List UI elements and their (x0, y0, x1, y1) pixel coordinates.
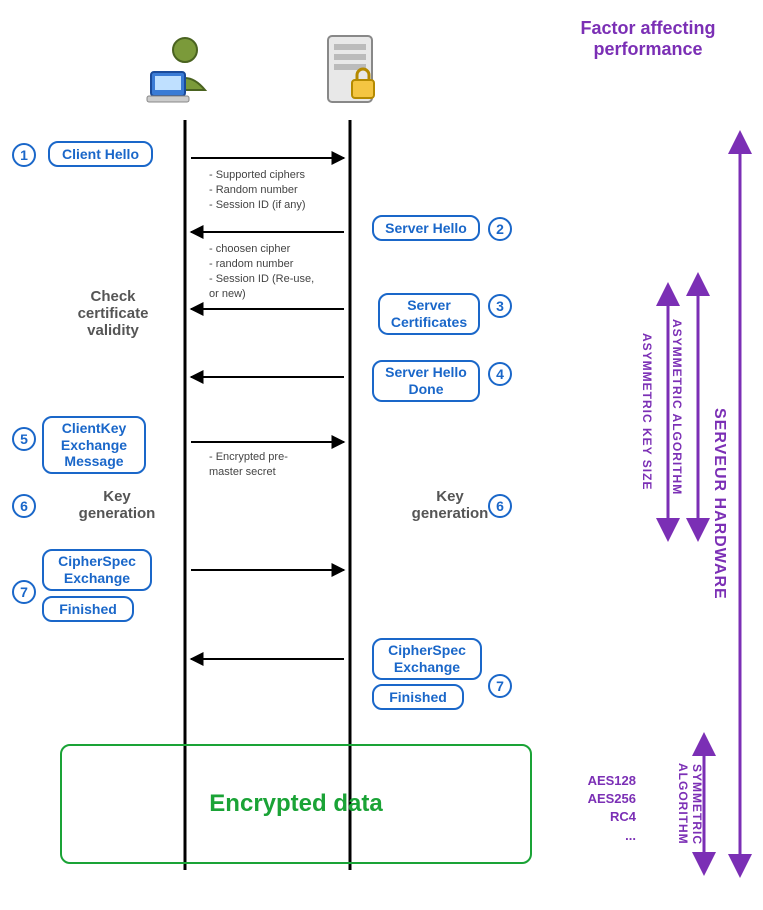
step-badge: Server Hello Done (372, 360, 480, 402)
server-icon (328, 36, 374, 102)
step-plain-label: Key generation (395, 488, 505, 522)
factor-sym-algo: SYMMETRIC ALGORITHM (676, 744, 704, 864)
step-badge: Client Hello (48, 141, 153, 167)
step-number: 1 (12, 143, 36, 167)
factor-asym-key: ASYMMETRIC KEY SIZE (640, 294, 654, 530)
step-badge: CipherSpec Exchange (372, 638, 482, 680)
step-badge: Finished (42, 596, 134, 622)
check-cert-note: Check certificate validity (58, 288, 168, 339)
step-number: 6 (12, 494, 36, 518)
step-plain-label: Key generation (62, 488, 172, 522)
factor-title: Factor affecting performance (548, 18, 748, 60)
arrow-annotation: - Supported ciphers- Random number- Sess… (209, 168, 344, 213)
step-number: 7 (12, 580, 36, 604)
cipher-list: AES128AES256RC4... (564, 772, 636, 845)
factor-hardware: SERVEUR HARDWARE (710, 142, 728, 866)
arrow-annotation: - choosen cipher- random number- Session… (209, 242, 344, 301)
step-badge: ClientKey Exchange Message (42, 416, 146, 474)
arrow-annotation: - Encrypted pre- master secret (209, 450, 344, 480)
step-number: 3 (488, 294, 512, 318)
step-number: 5 (12, 427, 36, 451)
factor-asym-algo: ASYMMETRIC ALGORITHM (670, 284, 684, 530)
step-number: 7 (488, 674, 512, 698)
step-badge: Server Hello (372, 215, 480, 241)
step-number: 2 (488, 217, 512, 241)
step-number: 4 (488, 362, 512, 386)
encrypted-data-box: Encrypted data (60, 744, 532, 864)
step-badge: Finished (372, 684, 464, 710)
step-badge: CipherSpec Exchange (42, 549, 152, 591)
step-badge: Server Certificates (378, 293, 480, 335)
client-icon (147, 38, 205, 102)
